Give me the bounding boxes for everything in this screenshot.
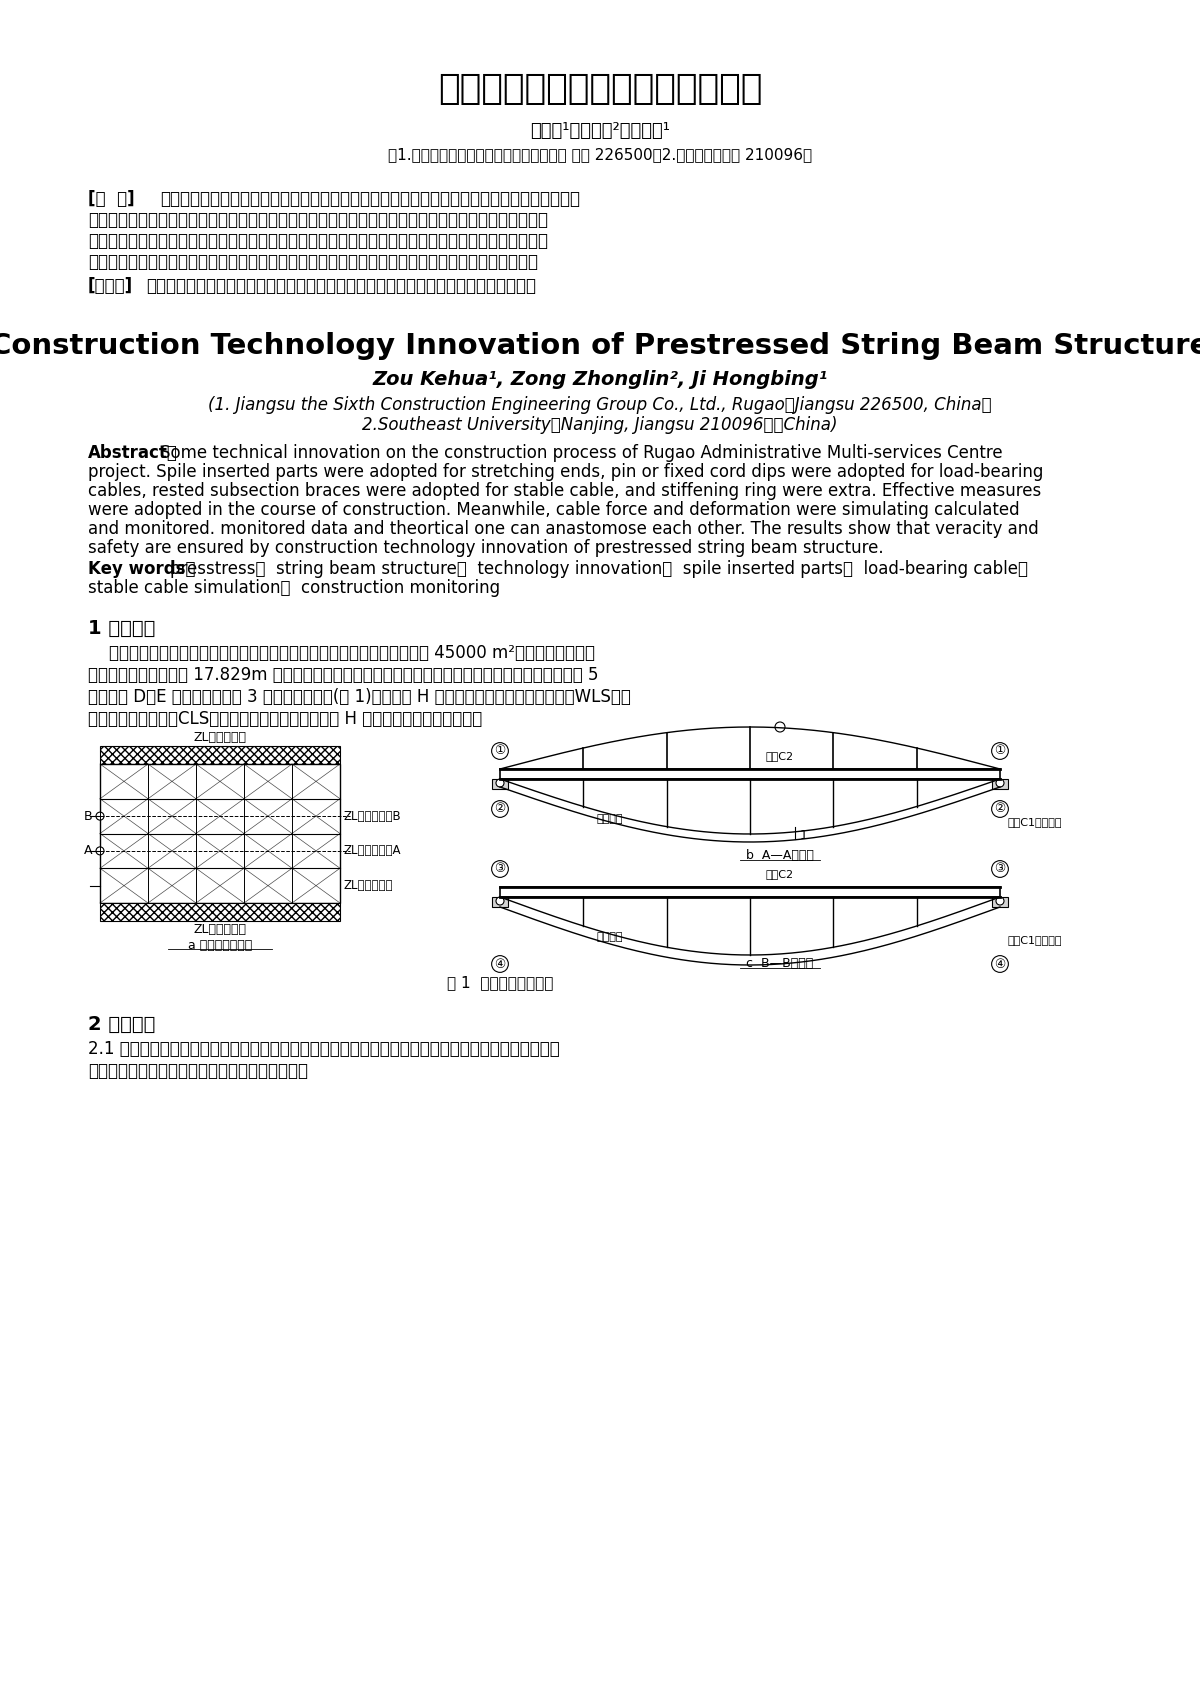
Text: Abstract：: Abstract：	[88, 445, 178, 462]
Text: 结构。其中，位于标高 17.829m 处有一走廊玻璃采光顶，玻璃支撑骨架采用梁式钢骨支撑，南北方向共 5: 结构。其中，位于标高 17.829m 处有一走廊玻璃采光顶，玻璃支撑骨架采用梁式…	[88, 665, 599, 684]
Bar	[100, 747, 340, 764]
Text: 管结构，施工过程中加强控制，同时对施工过程中的索力与变形进行仿真模拟计算和施工监测，实际监测: 管结构，施工过程中加强控制，同时对施工过程中的索力与变形进行仿真模拟计算和施工监…	[88, 232, 548, 249]
Circle shape	[996, 779, 1004, 787]
Text: 图 1  预应力张弦梁结构: 图 1 预应力张弦梁结构	[446, 976, 553, 989]
Text: ④: ④	[494, 957, 505, 971]
Circle shape	[496, 898, 504, 905]
Text: project. Spile inserted parts were adopted for stretching ends, pin or fixed cor: project. Spile inserted parts were adopt…	[88, 463, 1043, 480]
Text: ②: ②	[995, 803, 1006, 816]
Text: ZL（张弦梁）A: ZL（张弦梁）A	[343, 845, 401, 857]
Text: ④: ④	[995, 957, 1006, 971]
Bar	[992, 898, 1008, 906]
Text: ③: ③	[494, 862, 505, 876]
Bar	[992, 779, 1008, 789]
Text: ③: ③	[995, 862, 1006, 876]
Circle shape	[996, 898, 1004, 905]
Text: 拨索C1（双索）: 拨索C1（双索）	[1008, 935, 1062, 945]
Bar	[100, 903, 340, 921]
Text: Key words：: Key words：	[88, 560, 196, 579]
Text: ZL（普通梁）: ZL（普通梁）	[193, 731, 246, 743]
Text: 预应力张弦梁结构的施工技术创新: 预应力张弦梁结构的施工技术创新	[438, 71, 762, 105]
Text: [摘  要]: [摘 要]	[88, 190, 134, 209]
Circle shape	[96, 847, 104, 855]
Bar	[492, 779, 508, 789]
Text: 1: 1	[800, 830, 808, 842]
Text: 2.1 施加初始预应力达到施工张拉控制力时，结构的总体变形满足后续施工要求。稳定索和承重索都要达: 2.1 施加初始预应力达到施工张拉控制力时，结构的总体变形满足后续施工要求。稳定…	[88, 1040, 559, 1057]
Text: ZL（普通梁）: ZL（普通梁）	[193, 923, 246, 937]
Text: ②: ②	[494, 803, 505, 816]
Circle shape	[96, 813, 104, 820]
Text: and monitored. monitored data and theortical one can anastomose each other. The : and monitored. monitored data and theort…	[88, 519, 1039, 538]
Text: 拨索C2: 拨索C2	[766, 869, 794, 879]
Text: presstress；  string beam structure；  technology innovation；  spile inserted part: presstress； string beam structure； techn…	[170, 560, 1028, 579]
Text: cables, rested subsection braces were adopted for stable cable, and stiffening r: cables, rested subsection braces were ad…	[88, 482, 1042, 501]
Text: 数据和理论计算结果相吻合，说明该预应力张弦梁结构的施工技术创新可保证施工的准确性、安全性。: 数据和理论计算结果相吻合，说明该预应力张弦梁结构的施工技术创新可保证施工的准确性…	[88, 253, 538, 272]
Text: ZL（张弦梁）B: ZL（张弦梁）B	[343, 809, 401, 823]
Text: 如皋市行政综合服务中心工程预应力张弦梁结构施工过程中进行了技术创新，我们对张拉端采用: 如皋市行政综合服务中心工程预应力张弦梁结构施工过程中进行了技术创新，我们对张拉端…	[160, 190, 580, 209]
Text: were adopted in the course of construction. Meanwhile, cable force and deformati: were adopted in the course of constructi…	[88, 501, 1020, 519]
Bar	[500, 769, 1000, 779]
Text: stable cable simulation；  construction monitoring: stable cable simulation； construction mo…	[88, 579, 500, 597]
Circle shape	[775, 721, 785, 731]
Text: [关键词]: [关键词]	[88, 277, 133, 295]
Bar	[500, 888, 1000, 898]
Text: b  A—A剖面图: b A—A剖面图	[746, 848, 814, 862]
Bar	[100, 764, 340, 903]
Text: (1. Jiangsu the Sixth Construction Engineering Group Co., Ltd., Rugao，Jiangsu 22: (1. Jiangsu the Sixth Construction Engin…	[208, 395, 992, 414]
Text: 2.Southeast University，Nanjing, Jiangsu 210096，，China): 2.Southeast University，Nanjing, Jiangsu …	[362, 416, 838, 434]
Text: 预应力；张弦梁结构；技术创新；插板式预埋件；承重索；稳定索；仿真模拟；施工监测: 预应力；张弦梁结构；技术创新；插板式预埋件；承重索；稳定索；仿真模拟；施工监测	[146, 277, 536, 295]
Text: 撑杆撑杆: 撑杆撑杆	[596, 815, 623, 825]
Text: 拨索C1（双索）: 拨索C1（双索）	[1008, 816, 1062, 826]
Text: Zou Kehua¹, Zong Zhonglin², Ji Hongbing¹: Zou Kehua¹, Zong Zhonglin², Ji Hongbing¹	[372, 370, 828, 389]
Text: a 结构平面布置图: a 结构平面布置图	[188, 938, 252, 952]
Text: 拨索C2: 拨索C2	[766, 752, 794, 760]
Text: 榀，其中 D、E 轴线及其中间有 3 榀预应力张弦梁(图 1)，上弦为 H 型钢，并设置一道抗风稳定索（WLS），: 榀，其中 D、E 轴线及其中间有 3 榀预应力张弦梁(图 1)，上弦为 H 型钢…	[88, 687, 631, 706]
Text: Some technical innovation on the construction process of Rugao Administrative Mu: Some technical innovation on the constru…	[160, 445, 1003, 462]
Text: ①: ①	[494, 745, 505, 757]
Text: 下弦为两道承重索（CLS）；南北两个边跨为两榀普通 H 钢梁（不设预应力拉索）。: 下弦为两道承重索（CLS）；南北两个边跨为两榀普通 H 钢梁（不设预应力拉索）。	[88, 709, 482, 728]
Text: 2 施工要求: 2 施工要求	[88, 1015, 155, 1033]
Text: 如皋市行政综合服务中心位于如皋市海阳南路与惠政路交汇处，建筑面积 45000 m²，主体结构为框剪: 如皋市行政综合服务中心位于如皋市海阳南路与惠政路交汇处，建筑面积 45000 m…	[88, 643, 595, 662]
Text: safety are ensured by construction technology innovation of prestressed string b: safety are ensured by construction techn…	[88, 540, 883, 557]
Text: ①: ①	[995, 745, 1006, 757]
Text: c  B—B剖面图: c B—B剖面图	[746, 957, 814, 971]
Text: A: A	[84, 845, 92, 857]
Text: 到设计张拉控制力，满足索力均匀、索垂线光滑。: 到设计张拉控制力，满足索力均匀、索垂线光滑。	[88, 1062, 308, 1079]
Text: 了插板式预埋件，承重索采用了与撑杆销接或固定两种索夹结构、稳定索采用了撑杆分段外加加强环的套: 了插板式预埋件，承重索采用了与撑杆销接或固定两种索夹结构、稳定索采用了撑杆分段外…	[88, 210, 548, 229]
Circle shape	[496, 779, 504, 787]
Text: 撑杆撑杆: 撑杆撑杆	[596, 932, 623, 942]
Text: 邹科华¹，宗钟麟²，纪红兵¹: 邹科华¹，宗钟麟²，纪红兵¹	[530, 122, 670, 139]
Text: （1.江苏南通六建建设集团有限公司，江苏 如皋 226500；2.东南大学，南京 210096）: （1.江苏南通六建建设集团有限公司，江苏 如皋 226500；2.东南大学，南京…	[388, 148, 812, 161]
Text: ZL（张弦梁）: ZL（张弦梁）	[343, 879, 392, 893]
Text: B: B	[83, 809, 92, 823]
Bar	[492, 898, 508, 906]
Text: 1 工程概况: 1 工程概况	[88, 619, 155, 638]
Text: Construction Technology Innovation of Prestressed String Beam Structure: Construction Technology Innovation of Pr…	[0, 333, 1200, 360]
